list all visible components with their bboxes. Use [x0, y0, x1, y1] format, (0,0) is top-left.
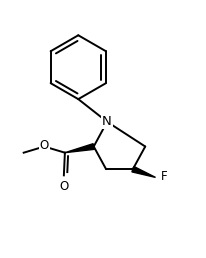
Polygon shape	[65, 144, 94, 153]
Text: F: F	[161, 170, 168, 183]
Polygon shape	[132, 166, 156, 178]
Text: O: O	[40, 139, 49, 152]
Text: O: O	[59, 180, 68, 193]
Text: N: N	[102, 115, 112, 128]
